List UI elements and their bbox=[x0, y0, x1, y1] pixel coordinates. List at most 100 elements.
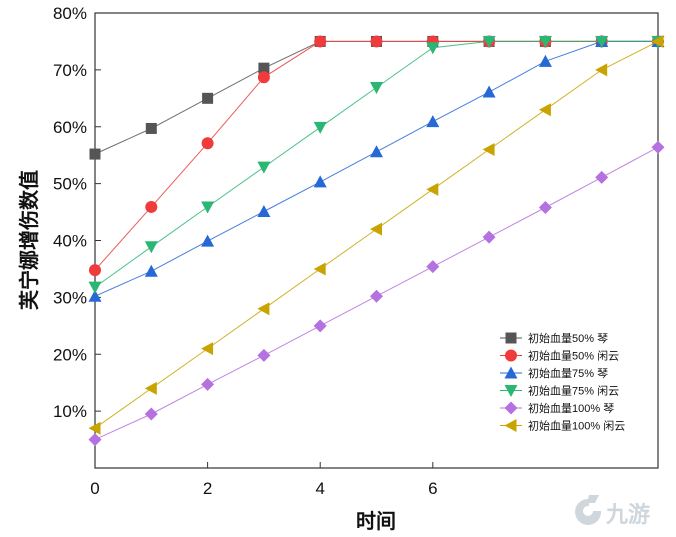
legend-marker bbox=[505, 349, 517, 362]
data-point bbox=[89, 264, 101, 277]
legend-marker bbox=[504, 401, 518, 415]
data-point bbox=[201, 234, 215, 247]
data-point bbox=[313, 121, 327, 134]
data-point bbox=[426, 182, 439, 196]
legend-item: 初始血量75% 琴 bbox=[500, 366, 608, 380]
series-2 bbox=[88, 34, 665, 302]
data-point bbox=[88, 421, 101, 435]
data-point bbox=[595, 35, 609, 48]
watermark: 九游 bbox=[575, 495, 650, 527]
x-tick-label: 4 bbox=[315, 479, 324, 498]
legend-item: 初始血量75% 闲云 bbox=[500, 384, 619, 398]
data-point bbox=[482, 230, 496, 244]
data-point bbox=[482, 85, 496, 98]
x-axis-ticks: 0 2 4 6 bbox=[90, 462, 438, 498]
data-point bbox=[257, 302, 270, 316]
legend-label: 初始血量50% 闲云 bbox=[528, 349, 619, 363]
data-point bbox=[370, 35, 383, 48]
data-point bbox=[144, 407, 158, 421]
data-point bbox=[145, 122, 157, 134]
y-tick-label: 10% bbox=[53, 402, 87, 421]
legend-label: 初始血量50% 琴 bbox=[528, 331, 608, 345]
data-point bbox=[651, 34, 664, 48]
series-line bbox=[94, 40, 658, 297]
data-point bbox=[88, 281, 102, 294]
data-point bbox=[313, 262, 326, 276]
legend-label: 初始血量100% 闲云 bbox=[528, 419, 625, 433]
data-point bbox=[201, 377, 215, 391]
x-tick-label: 0 bbox=[90, 479, 99, 498]
data-point bbox=[370, 289, 383, 303]
data-point bbox=[595, 63, 608, 77]
series-3 bbox=[88, 35, 665, 294]
data-point bbox=[201, 137, 214, 150]
data-point bbox=[426, 42, 440, 55]
data-point bbox=[426, 260, 440, 274]
series-5 bbox=[88, 34, 664, 435]
data-point bbox=[258, 62, 270, 74]
series-0 bbox=[89, 35, 664, 160]
data-point bbox=[313, 319, 327, 333]
series-line bbox=[94, 40, 658, 155]
data-point bbox=[144, 241, 158, 254]
data-point bbox=[370, 82, 383, 95]
data-point bbox=[370, 145, 383, 158]
data-point bbox=[595, 170, 609, 184]
y-axis-title: 芙宁娜增伤数值 bbox=[17, 170, 41, 310]
data-point bbox=[201, 342, 214, 356]
series-layer bbox=[88, 34, 665, 447]
y-tick-label: 30% bbox=[53, 288, 87, 307]
data-point bbox=[257, 71, 270, 84]
legend-item: 初始血量100% 闲云 bbox=[500, 419, 625, 433]
series-4 bbox=[88, 140, 665, 447]
data-point bbox=[314, 35, 327, 48]
legend-label: 初始血量75% 闲云 bbox=[528, 384, 619, 398]
data-point bbox=[144, 381, 157, 395]
data-point bbox=[370, 222, 382, 236]
legend-item: 初始血量50% 琴 bbox=[500, 331, 608, 345]
data-point bbox=[88, 433, 102, 447]
y-axis-ticks: 10% 20% 30% 40% 50% 60% 70% 80% bbox=[53, 4, 101, 421]
data-point bbox=[88, 289, 102, 302]
legend-item: 初始血量100% 琴 bbox=[500, 401, 614, 415]
data-point bbox=[201, 201, 215, 214]
legend-marker bbox=[504, 366, 518, 379]
data-point bbox=[257, 348, 271, 362]
data-point bbox=[538, 35, 552, 48]
data-point bbox=[482, 143, 495, 156]
legend-marker bbox=[504, 385, 518, 397]
x-tick-label: 6 bbox=[428, 479, 437, 498]
data-point bbox=[313, 175, 327, 188]
data-point bbox=[651, 140, 665, 154]
jiuyou-logo-icon bbox=[575, 495, 602, 525]
data-point bbox=[482, 35, 496, 48]
y-tick-label: 40% bbox=[53, 232, 87, 251]
data-point bbox=[538, 201, 552, 215]
x-axis-title: 时间 bbox=[356, 510, 396, 533]
data-point bbox=[144, 264, 158, 277]
y-tick-label: 20% bbox=[53, 345, 87, 364]
series-line bbox=[94, 40, 658, 288]
y-tick-label: 60% bbox=[53, 118, 87, 137]
data-point bbox=[257, 161, 271, 174]
watermark-text: 九游 bbox=[605, 502, 650, 527]
data-point bbox=[538, 54, 552, 67]
data-point bbox=[426, 115, 440, 128]
legend-marker bbox=[504, 419, 517, 432]
data-point bbox=[257, 204, 271, 217]
legend-box bbox=[493, 327, 656, 435]
y-tick-label: 50% bbox=[53, 175, 87, 194]
y-tick-label: 70% bbox=[53, 61, 87, 80]
legend-label: 初始血量75% 琴 bbox=[528, 366, 608, 380]
data-point bbox=[145, 200, 158, 213]
x-tick-label: 2 bbox=[203, 479, 212, 498]
legend-label: 初始血量100% 琴 bbox=[528, 401, 614, 415]
legend-marker bbox=[505, 332, 517, 344]
data-point bbox=[89, 148, 101, 160]
data-point bbox=[202, 92, 214, 104]
legend-item: 初始血量50% 闲云 bbox=[500, 349, 619, 363]
data-point bbox=[538, 103, 551, 117]
y-tick-label: 80% bbox=[53, 4, 87, 23]
